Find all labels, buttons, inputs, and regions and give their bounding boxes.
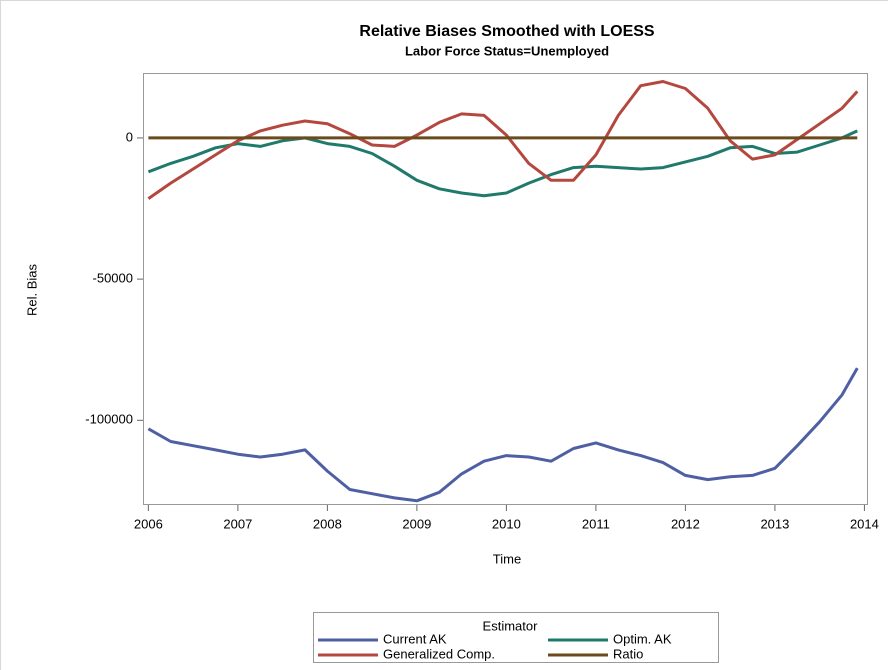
legend-title: Estimator: [483, 618, 539, 633]
x-tick-label: 2008: [313, 516, 342, 531]
y-tick-label: 0: [126, 129, 133, 144]
legend-box: [313, 612, 719, 663]
x-tick-label: 2011: [582, 516, 610, 531]
x-tick-label: 2013: [760, 516, 789, 531]
series-line: [147, 129, 858, 198]
series-line: [147, 80, 859, 200]
x-tick-label: 2006: [134, 516, 163, 531]
x-tick-label: 2014: [850, 516, 879, 531]
legend-label: Optim. AK: [613, 631, 672, 646]
y-axis-label: Rel. Bias: [24, 263, 39, 316]
chart-title: Relative Biases Smoothed with LOESS: [359, 23, 655, 40]
x-tick-label: 2012: [671, 516, 700, 531]
y-tick-label: -100000: [85, 412, 133, 427]
x-tick-label: 2010: [492, 516, 521, 531]
legend-label: Generalized Comp.: [383, 646, 495, 661]
x-axis-label: Time: [493, 551, 521, 566]
y-tick-label: -50000: [93, 271, 133, 286]
chart-subtitle: Labor Force Status=Unemployed: [405, 43, 609, 58]
plot-frame: [143, 73, 868, 505]
x-tick-label: 2007: [223, 516, 252, 531]
legend-label: Ratio: [613, 646, 643, 661]
x-tick-label: 2009: [402, 516, 431, 531]
legend-label: Current AK: [383, 631, 447, 646]
series-line: [147, 367, 859, 503]
